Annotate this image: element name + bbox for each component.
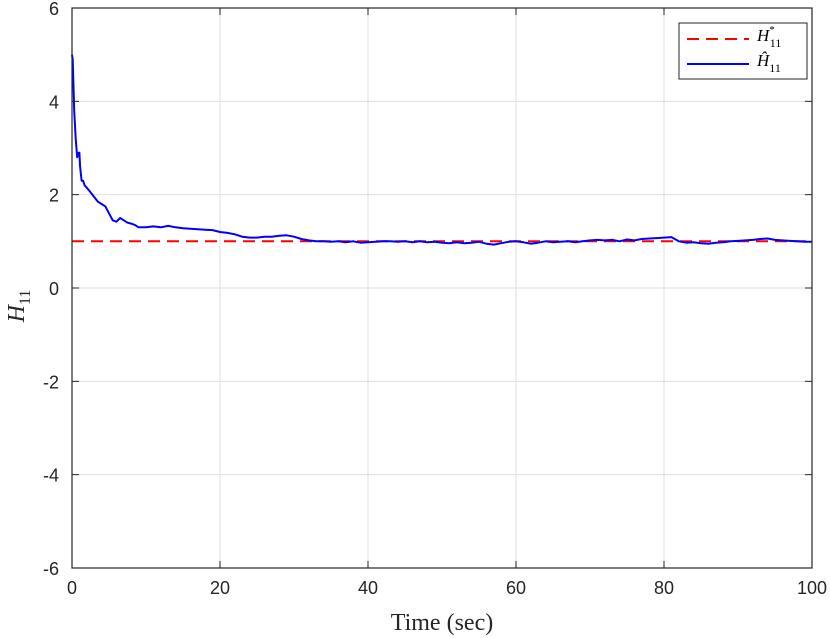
y-tick-label-6: 6 bbox=[49, 0, 59, 19]
y-tick-label-0: -6 bbox=[43, 559, 59, 579]
legend-box bbox=[678, 22, 808, 80]
legend-label-h-star: H* 11 bbox=[756, 24, 781, 50]
x-tick-label-1: 20 bbox=[210, 578, 230, 598]
legend: H* 11 Ĥ11 bbox=[678, 22, 808, 80]
tick-marks bbox=[71, 7, 813, 569]
x-axis-label: Time (sec) bbox=[391, 610, 493, 636]
series-line-1 bbox=[71, 54, 812, 246]
y-tick-label-3: 0 bbox=[49, 279, 59, 299]
y-tick-labels: -6 -4 -2 0 2 4 6 bbox=[43, 0, 59, 579]
y-axis-label: H11 bbox=[4, 290, 34, 324]
y-tick-label-2: -2 bbox=[43, 372, 59, 392]
x-tick-label-2: 40 bbox=[358, 578, 378, 598]
x-tick-labels: 0 20 40 60 80 100 bbox=[67, 578, 827, 598]
x-tick-label-0: 0 bbox=[67, 578, 77, 598]
x-tick-label-5: 100 bbox=[797, 578, 827, 598]
y-axis-label-sub: 11 bbox=[17, 290, 34, 305]
plot-lines bbox=[71, 54, 812, 246]
y-tick-label-4: 2 bbox=[49, 186, 59, 206]
x-tick-label-4: 80 bbox=[654, 578, 674, 598]
y-tick-label-1: -4 bbox=[43, 466, 59, 486]
y-tick-label-5: 4 bbox=[49, 92, 59, 112]
grid bbox=[71, 7, 813, 569]
x-tick-label-3: 60 bbox=[506, 578, 526, 598]
y-axis-label-main: H bbox=[4, 303, 30, 323]
legend-label-h-hat: Ĥ11 bbox=[756, 51, 781, 75]
svg-text:H11: H11 bbox=[4, 290, 34, 324]
